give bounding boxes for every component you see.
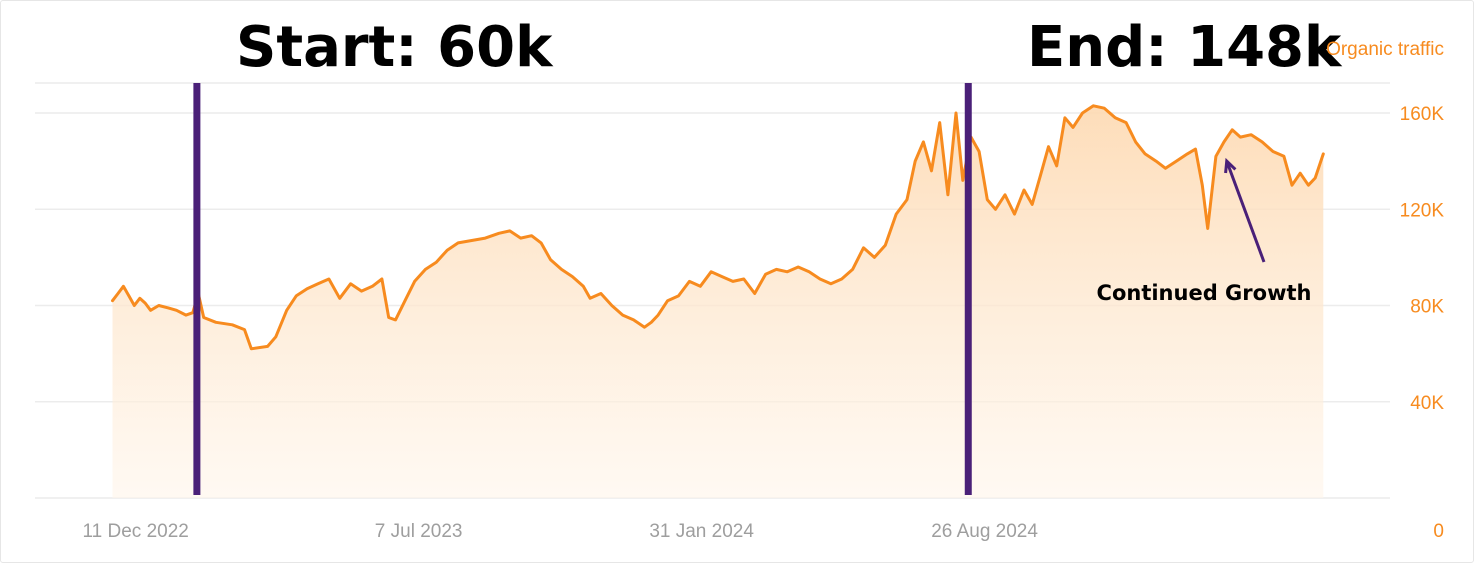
continued-growth-arrowhead xyxy=(1224,157,1237,174)
period-markers xyxy=(193,83,1266,495)
series-legend-label: Organic traffic xyxy=(1326,39,1444,60)
continued-growth-note: Continued Growth xyxy=(1097,281,1312,305)
y-tick-label: 80K xyxy=(1410,297,1444,318)
y-tick-label: 40K xyxy=(1410,393,1444,414)
x-tick-label: 7 Jul 2023 xyxy=(375,521,463,542)
annotations: Start: 60k End: 148k Organic traffic Con… xyxy=(236,15,1444,305)
y-tick-label: 0 xyxy=(1433,521,1444,542)
end-label: End: 148k xyxy=(1027,15,1343,80)
x-tick-label: 26 Aug 2024 xyxy=(931,521,1038,542)
x-tick-label: 11 Dec 2022 xyxy=(83,521,189,542)
y-tick-label: 120K xyxy=(1400,200,1445,221)
continued-growth-arrow xyxy=(1225,160,1266,263)
y-axis-ticks: 0 40K 80K 120K 160K xyxy=(1400,104,1445,542)
series-line xyxy=(111,104,1325,351)
series-area-fill xyxy=(112,105,1324,499)
series-area xyxy=(111,104,1325,499)
y-tick-label: 160K xyxy=(1400,104,1445,125)
x-tick-label: 31 Jan 2024 xyxy=(649,521,754,542)
start-label: Start: 60k xyxy=(236,15,554,80)
x-axis-ticks: 11 Dec 2022 7 Jul 2023 31 Jan 2024 26 Aug 2… xyxy=(83,521,1039,542)
